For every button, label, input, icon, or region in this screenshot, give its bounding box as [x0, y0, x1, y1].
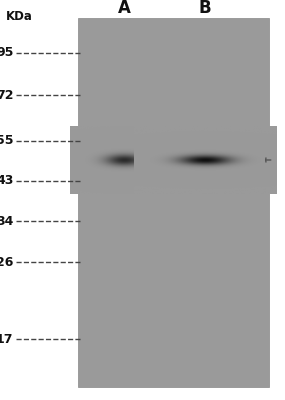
Text: 17: 17 [0, 333, 13, 346]
Text: 55: 55 [0, 134, 13, 147]
Text: 43: 43 [0, 174, 13, 187]
Text: 95: 95 [0, 46, 13, 59]
Text: 72: 72 [0, 89, 13, 102]
Text: A: A [117, 0, 131, 17]
Bar [78, 18, 269, 387]
Text: 26: 26 [0, 256, 13, 269]
Text: B: B [199, 0, 211, 17]
Text: 34: 34 [0, 215, 13, 228]
Text: KDa: KDa [6, 10, 32, 22]
